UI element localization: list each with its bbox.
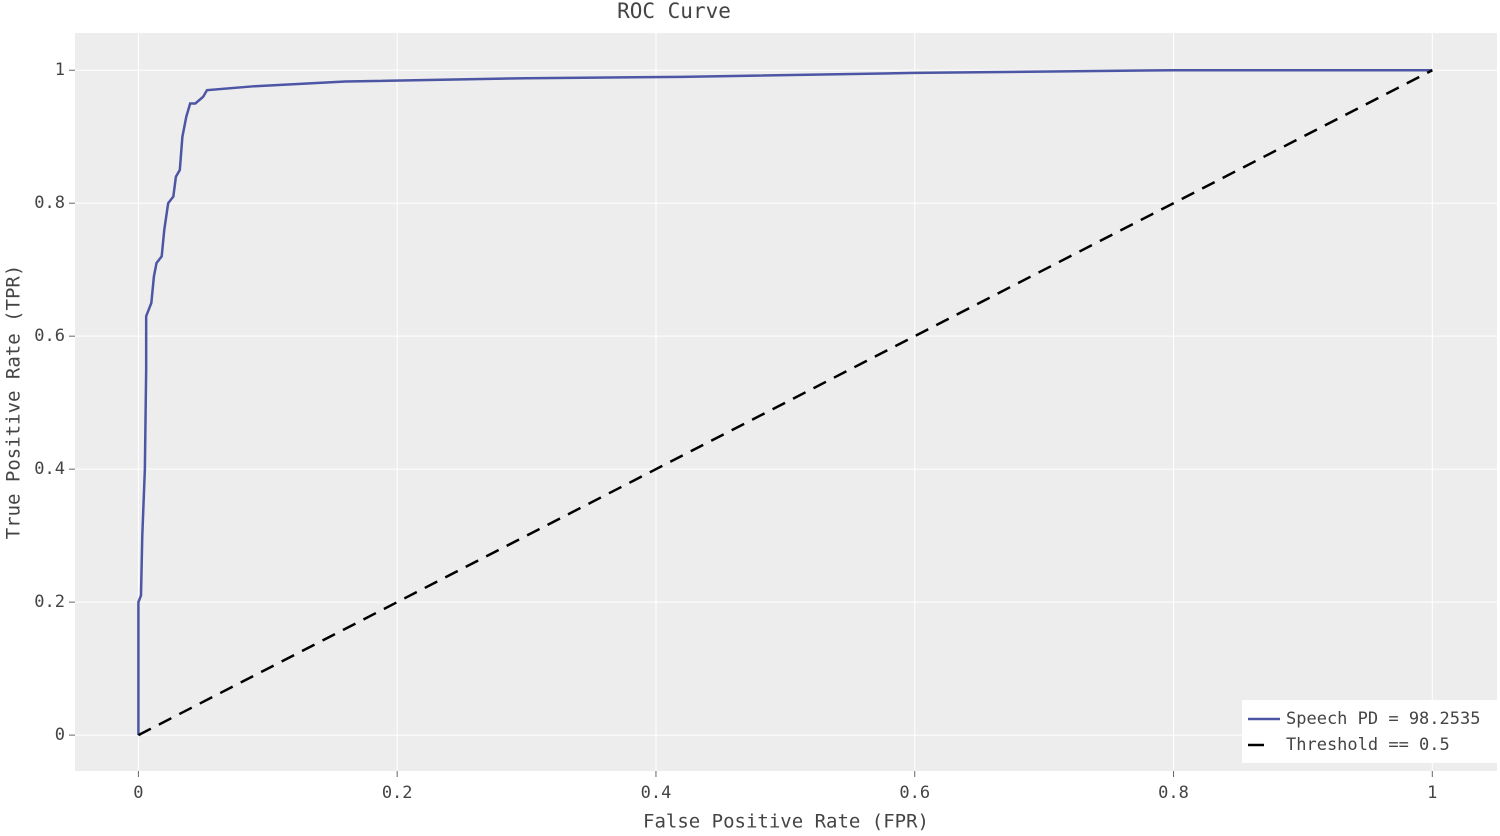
y-tick-label: 0.6 (34, 326, 65, 346)
plot-area (75, 33, 1497, 771)
chart-title: ROC Curve (617, 0, 731, 23)
legend-label: Speech PD = 98.2535 (1286, 709, 1480, 729)
y-tick-label: 0.8 (34, 193, 65, 213)
y-axis-title: True Positive Rate (TPR) (3, 265, 25, 540)
x-tick-label: 1 (1427, 783, 1437, 803)
legend-box (1242, 700, 1497, 763)
x-tick-label: 0.6 (899, 783, 930, 803)
y-tick-label: 0.4 (34, 459, 65, 479)
x-axis-title: False Positive Rate (FPR) (643, 811, 929, 833)
x-tick-label: 0.8 (1158, 783, 1189, 803)
y-tick-label: 0.2 (34, 592, 65, 612)
x-tick-label: 0.4 (641, 783, 672, 803)
x-tick-label: 0.2 (382, 783, 413, 803)
x-tick-label: 0 (133, 783, 143, 803)
legend-label: Threshold == 0.5 (1286, 735, 1450, 755)
series-line (137, 69, 1433, 737)
y-tick-label: 1 (55, 60, 65, 80)
series-line (137, 68, 1433, 736)
y-tick-label: 0 (55, 725, 65, 745)
